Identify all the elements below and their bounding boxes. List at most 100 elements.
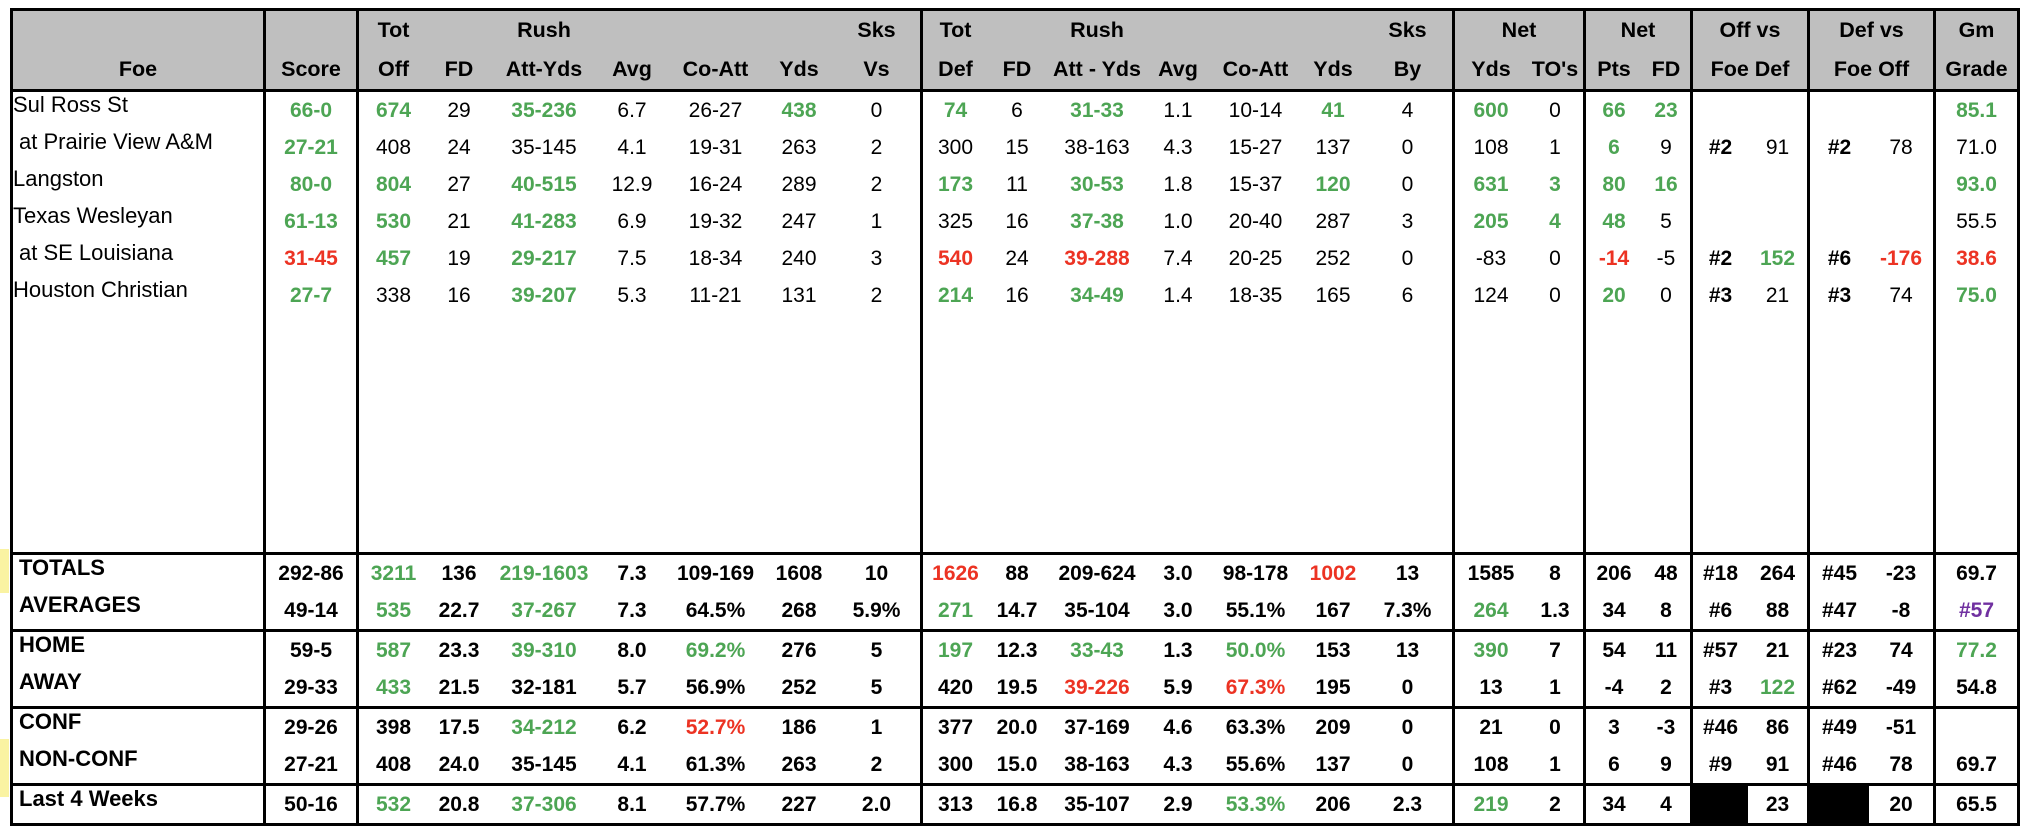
cell-off-vs-foe-def-rank[interactable]: [1690, 203, 1748, 240]
cell-def-avg[interactable]: 7.4: [1163, 246, 1193, 270]
cell-net-fd[interactable]: 11: [1654, 638, 1678, 662]
cell-tot-off[interactable]: 408: [356, 129, 428, 166]
row-label[interactable]: Last 4 Weeks: [19, 786, 159, 811]
cell-off-vs-foe-def-val[interactable]: [1748, 203, 1807, 240]
cell-off-vs-foe-def-rank[interactable]: [1690, 92, 1748, 129]
cell-def-fd[interactable]: 19.5: [996, 675, 1038, 699]
cell-off-vs-foe-def-val[interactable]: 122: [1759, 675, 1796, 699]
cell-def-avg[interactable]: 1.8: [1163, 172, 1193, 196]
cell-def-vs-foe-off-rank[interactable]: #45: [1807, 555, 1869, 592]
cell-off-vs-foe-def-val[interactable]: 21: [1765, 283, 1790, 307]
foe-name[interactable]: at Prairie View A&M: [19, 129, 214, 154]
cell-def-co-att[interactable]: 98-178: [1222, 561, 1289, 585]
cell-off-avg[interactable]: 6.9: [617, 209, 647, 233]
cell-off-vs-foe-def-rank[interactable]: [1690, 166, 1748, 203]
cell-gm-grade[interactable]: #57: [1933, 592, 2017, 629]
cell-score[interactable]: 27-21: [263, 129, 356, 166]
cell-off-rush-att-yds[interactable]: 34-212: [511, 715, 577, 739]
cell-off-pass-yds[interactable]: 276: [781, 638, 817, 662]
cell-turnovers[interactable]: 0: [1549, 246, 1561, 270]
cell-sks-vs[interactable]: 2: [870, 172, 883, 196]
cell-def-vs-foe-off-rank[interactable]: [1807, 786, 1869, 823]
cell-off-pass-yds[interactable]: 227: [781, 792, 817, 816]
cell-def-rush-att-yds[interactable]: 33-43: [1070, 638, 1124, 662]
cell-def-co-att[interactable]: 15-37: [1228, 172, 1283, 196]
cell-sks-vs[interactable]: 2: [870, 752, 883, 776]
cell-def-vs-foe-off-val[interactable]: 78: [1889, 135, 1913, 159]
cell-tot-def[interactable]: 300: [920, 129, 988, 166]
cell-def-co-att[interactable]: 10-14: [1228, 98, 1283, 122]
cell-off-avg[interactable]: 7.3: [617, 561, 647, 585]
cell-off-fd[interactable]: 23.3: [438, 638, 480, 662]
cell-def-rush-att-yds[interactable]: 38-163: [1064, 135, 1130, 159]
cell-off-avg[interactable]: 4.1: [617, 752, 647, 776]
cell-def-vs-foe-off-val[interactable]: -176: [1879, 246, 1923, 270]
cell-tot-off[interactable]: 398: [356, 709, 428, 746]
cell-off-pass-yds[interactable]: 186: [781, 715, 817, 739]
cell-net-pts[interactable]: -14: [1583, 240, 1642, 277]
cell-off-vs-foe-def-rank[interactable]: #2: [1690, 240, 1748, 277]
cell-def-fd[interactable]: 6: [1011, 98, 1023, 122]
cell-tot-def[interactable]: 197: [920, 632, 988, 669]
cell-net-pts[interactable]: 54: [1583, 632, 1642, 669]
cell-gm-grade[interactable]: 85.1: [1933, 92, 2017, 129]
cell-off-fd[interactable]: 16: [447, 283, 471, 307]
cell-off-rush-att-yds[interactable]: 219-1603: [499, 561, 589, 585]
cell-def-rush-att-yds[interactable]: 209-624: [1058, 561, 1136, 585]
cell-off-vs-foe-def-val[interactable]: 264: [1759, 561, 1796, 585]
cell-off-co-att[interactable]: 64.5%: [685, 598, 746, 622]
cell-def-avg[interactable]: 2.9: [1163, 792, 1193, 816]
cell-tot-def[interactable]: 1626: [920, 555, 988, 592]
cell-net-yds[interactable]: 600: [1452, 92, 1527, 129]
cell-net-pts[interactable]: 66: [1583, 92, 1642, 129]
cell-def-pass-yds[interactable]: 137: [1315, 752, 1351, 776]
cell-off-vs-foe-def-rank[interactable]: #57: [1690, 632, 1748, 669]
cell-def-fd[interactable]: 24: [1005, 246, 1029, 270]
cell-sks-vs[interactable]: 1: [870, 209, 883, 233]
cell-off-vs-foe-def-rank[interactable]: #9: [1690, 746, 1748, 783]
cell-def-fd[interactable]: 11: [1006, 172, 1028, 196]
row-label[interactable]: HOME: [19, 632, 85, 657]
cell-def-vs-foe-off-val[interactable]: [1869, 203, 1933, 240]
cell-net-yds[interactable]: 205: [1452, 203, 1527, 240]
cell-turnovers[interactable]: 0: [1549, 98, 1561, 122]
cell-off-co-att[interactable]: 18-34: [688, 246, 743, 270]
cell-net-fd[interactable]: -3: [1656, 715, 1676, 739]
cell-score[interactable]: 29-26: [263, 709, 356, 746]
cell-score[interactable]: 49-14: [263, 592, 356, 629]
cell-sks-vs[interactable]: 10: [864, 561, 889, 585]
cell-off-vs-foe-def-rank[interactable]: #6: [1690, 592, 1748, 629]
cell-def-avg[interactable]: 1.1: [1163, 98, 1193, 122]
cell-off-rush-att-yds[interactable]: 35-145: [511, 752, 577, 776]
cell-sks-by[interactable]: 2.3: [1392, 792, 1423, 816]
foe-name[interactable]: at SE Louisiana: [19, 240, 174, 265]
cell-gm-grade[interactable]: 69.7: [1933, 555, 2017, 592]
cell-def-co-att[interactable]: 53.3%: [1225, 792, 1286, 816]
cell-def-fd[interactable]: 88: [1005, 561, 1029, 585]
cell-sks-by[interactable]: 7.3%: [1383, 598, 1432, 622]
cell-tot-def[interactable]: 271: [920, 592, 988, 629]
cell-turnovers[interactable]: 2: [1549, 792, 1561, 816]
cell-net-yds[interactable]: 13: [1452, 669, 1527, 706]
cell-def-vs-foe-off-rank[interactable]: #3: [1807, 277, 1869, 314]
cell-gm-grade[interactable]: 75.0: [1933, 277, 2017, 314]
cell-sks-vs[interactable]: 2: [870, 283, 883, 307]
cell-net-yds[interactable]: 21: [1452, 709, 1527, 746]
cell-turnovers[interactable]: 0: [1549, 283, 1561, 307]
cell-sks-vs[interactable]: 0: [870, 98, 883, 122]
cell-net-fd[interactable]: 23: [1654, 98, 1678, 122]
cell-net-fd[interactable]: 9: [1660, 135, 1672, 159]
cell-def-avg[interactable]: 4.3: [1163, 135, 1193, 159]
cell-tot-def[interactable]: 540: [920, 240, 988, 277]
cell-net-fd[interactable]: 16: [1654, 172, 1678, 196]
cell-net-pts[interactable]: 34: [1583, 786, 1642, 823]
cell-gm-grade[interactable]: 77.2: [1933, 632, 2017, 669]
cell-tot-def[interactable]: 377: [920, 709, 988, 746]
cell-tot-off[interactable]: 587: [356, 632, 428, 669]
cell-gm-grade[interactable]: 69.7: [1933, 746, 2017, 783]
cell-sks-vs[interactable]: 2: [870, 135, 883, 159]
cell-def-rush-att-yds[interactable]: 39-226: [1064, 675, 1130, 699]
cell-score[interactable]: 80-0: [263, 166, 356, 203]
cell-def-rush-att-yds[interactable]: 37-38: [1070, 209, 1124, 233]
cell-off-vs-foe-def-val[interactable]: 86: [1765, 715, 1790, 739]
